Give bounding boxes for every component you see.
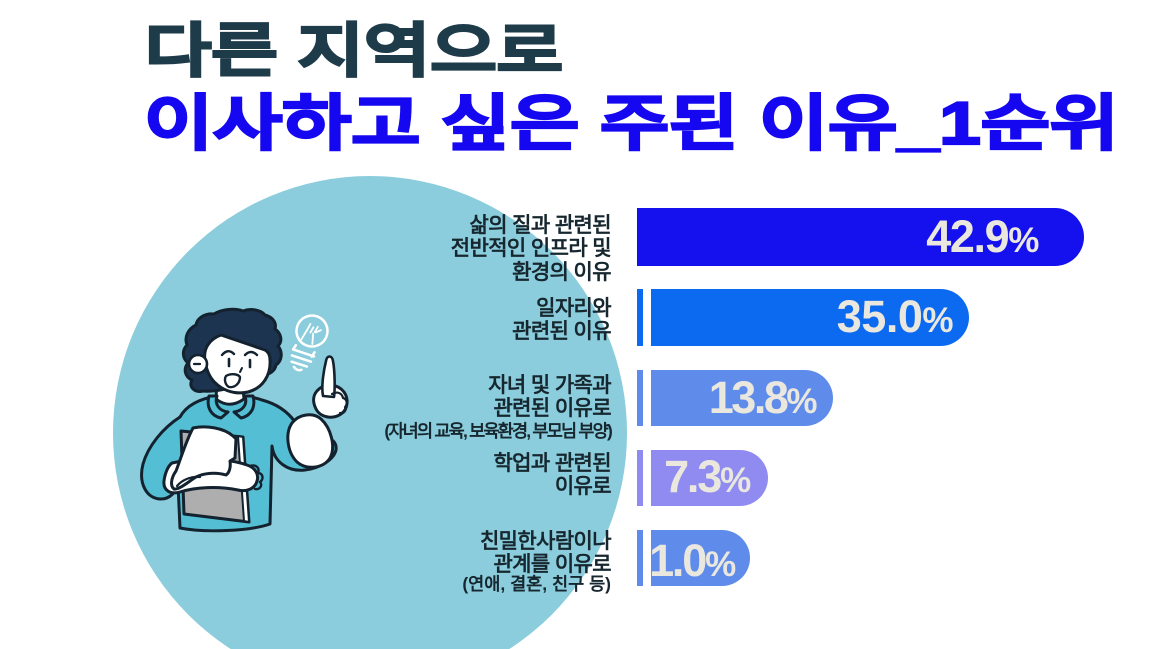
svg-text:이사하고 싶은 주된 이유_1순위: 이사하고 싶은 주된 이유_1순위 (144, 89, 1119, 157)
svg-text:다른 지역으로: 다른 지역으로 (145, 19, 563, 84)
